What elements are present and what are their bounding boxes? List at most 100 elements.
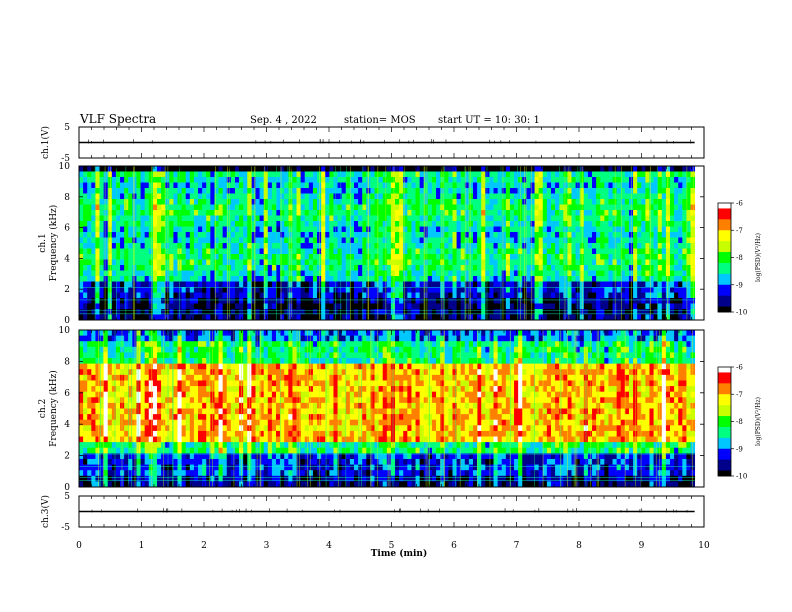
ch2-spectrogram-cell (592, 341, 597, 348)
ch1-spectrogram-cell (653, 204, 659, 211)
ch1-spectrogram-cell (419, 259, 425, 266)
ch1-spectrogram-cell (95, 292, 100, 299)
ch1-spectrogram-cell (284, 281, 289, 288)
ch1-spectrogram-cell (616, 314, 622, 321)
ch1-voltage-ylabel: ch.1(V) (40, 126, 51, 159)
ch1-spectrogram-cell (550, 204, 556, 211)
ch1-spectrogram-cell (169, 314, 174, 321)
ch1-spectrogram-cell (329, 199, 334, 205)
ch1-spectrogram-cell (202, 303, 207, 310)
ch1-spectrogram-cell (411, 237, 416, 244)
ch1-spectrogram-cell (288, 287, 293, 293)
ch2-spectrogram-cell (181, 341, 187, 348)
ch1-spectrogram-cell (321, 287, 326, 293)
ch1-spectrogram-cell (255, 171, 260, 178)
ch1-spectrogram-cell (670, 237, 675, 244)
ch1-spectrogram-cell (411, 276, 416, 282)
ch1-spectrogram-cell (230, 166, 236, 172)
ch1-spectrogram-cell (284, 248, 289, 255)
ch1-spectrogram-cell (91, 188, 96, 194)
ch1-spectrogram-cell (436, 188, 441, 194)
ch1-spectrogram-cell (247, 309, 252, 315)
ch1-spectrogram-cell (464, 298, 470, 304)
ch1-spectrogram-cell (612, 188, 618, 194)
ch1-spectrogram-cell (214, 210, 219, 216)
ch1-spectrogram-cell (292, 188, 297, 194)
ch1-spectrogram-cell (234, 221, 240, 227)
ch1-spectrogram-cell (678, 309, 683, 315)
ch1-spectrogram-cell (550, 270, 556, 277)
ch1-spectrogram-cell (341, 199, 347, 205)
ch1-spectrogram-cell (678, 281, 683, 288)
ch1-spectrogram-cell (91, 265, 96, 271)
ch1-spectrogram-cell (612, 237, 618, 244)
ch1-spectrogram-cell (349, 243, 355, 249)
ch1-spectrogram-cell (288, 177, 293, 183)
ch1-spectrogram-cell (649, 177, 654, 183)
ch1-spectrogram-cell (312, 243, 318, 249)
ch1-spectrogram-cell (678, 199, 683, 205)
ch2-spectrogram-cell (325, 352, 330, 359)
ch1-spectrogram-cell (193, 215, 199, 222)
ch1-spectrogram-cell (550, 281, 556, 288)
ch1-spectrogram-cell (407, 232, 412, 238)
ch1-spectrogram-cell (198, 254, 203, 260)
ch1-spectrogram-cell (288, 281, 293, 288)
ch1-spectrogram-cell (124, 232, 129, 238)
ch1-spectrogram-cell (530, 210, 535, 216)
ch1-spectrogram-cell (284, 298, 289, 304)
ch1-spectrogram-cell (678, 188, 683, 194)
ch1-spectrogram-cell (641, 226, 646, 233)
ch1-spectrogram-cell (460, 287, 466, 293)
ch2-spectrogram-cell (477, 330, 482, 337)
ch1-spectrogram-cell (378, 177, 384, 183)
ch1-spectrogram-cell (550, 171, 556, 178)
ch1-spectrogram-cell (263, 237, 269, 244)
ch1-spectrogram-cell (165, 182, 170, 189)
ch1-spectrogram-cell (353, 254, 359, 260)
ch1-spectrogram-cell (308, 232, 314, 238)
ch2-spectrogram-cell (234, 330, 240, 337)
ch1-spectrogram-cell (616, 215, 622, 222)
ch2-spectrogram-cell (107, 346, 113, 353)
ch1-spectrogram-cell (555, 281, 560, 288)
ch1-spectrogram-cell (263, 193, 269, 200)
ch1-spectrogram-cell (505, 171, 511, 178)
ch2-spectrogram-cell (111, 352, 117, 359)
ch1-spectrogram-cell (95, 248, 100, 255)
ch1-spectrogram-cell (288, 270, 293, 277)
ch1-spectrogram-cell (218, 215, 224, 222)
ch1-spectrogram-cell (633, 177, 638, 183)
ch1-spectrogram-cell (337, 298, 343, 304)
ch1-spectrogram-cell (477, 248, 482, 255)
ch2-spectrogram-cell (222, 341, 228, 348)
ch2-spectrogram-cell (592, 330, 597, 337)
ch1-spectrogram-cell (509, 248, 515, 255)
ch1-spectrogram-cell (107, 259, 113, 266)
ch1-spectrogram-cell (83, 270, 88, 277)
ch1-spectrogram-cell (559, 303, 564, 310)
ch1-spectrogram-cell (267, 199, 273, 205)
ch1-spectrogram-cell (107, 221, 113, 227)
ch1-spectrogram-cell (267, 254, 273, 260)
ch2-spectrogram-cell (395, 335, 400, 342)
ch1-spectrogram-cell (493, 254, 499, 260)
ch1-spectrogram-cell (678, 204, 683, 211)
ch1-spectrogram-cell (202, 281, 207, 288)
ch1-spectrogram-cell (592, 314, 597, 321)
ch1-spectrogram-cell (115, 210, 121, 216)
ch1-spectrogram-cell (214, 309, 219, 315)
ch1-spectrogram-cell (276, 259, 281, 266)
ch1-spectrogram-cell (583, 265, 589, 271)
ch1-spectrogram-cell (267, 171, 273, 178)
ch1-spectrogram-cell (107, 204, 113, 211)
ch1-spectrogram-cell (477, 270, 482, 277)
ch1-spectrogram-cell (263, 188, 269, 194)
ch1-spectrogram-cell (616, 193, 622, 200)
ch1-spectrogram-cell (686, 276, 691, 282)
ch1-spectrogram-cell (124, 254, 129, 260)
ch1-spectrogram-cell (489, 226, 494, 233)
ch1-spectrogram-cell (198, 199, 203, 205)
ch1-spectrogram-cell (559, 287, 564, 293)
ch2-spectrogram-cell (169, 352, 174, 359)
